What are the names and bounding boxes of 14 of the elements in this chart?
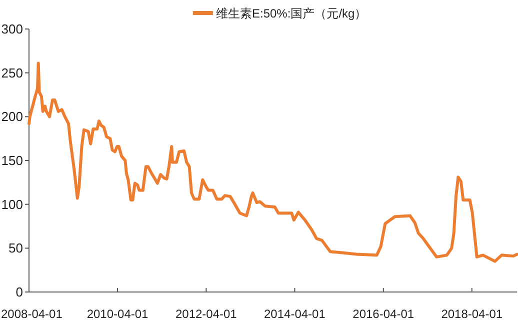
- ytick: 200: [1, 109, 23, 124]
- ytick: 300: [1, 22, 23, 36]
- ytick: 100: [1, 196, 23, 212]
- legend: 维生素E:50%:国产（元/kg）: [193, 6, 367, 20]
- ytick: 250: [1, 65, 23, 80]
- ytick: 50: [8, 240, 23, 256]
- xtick: 2016-04-01: [352, 307, 414, 321]
- xtick: 2008-04-01: [1, 307, 62, 321]
- xtick: 2018-04-01: [441, 307, 503, 321]
- ytick: 150: [1, 153, 23, 168]
- xtick: 2010-04-01: [86, 307, 148, 321]
- xtick: 2012-04-01: [175, 307, 237, 321]
- xtick: 2014-04-01: [264, 307, 326, 321]
- ytick: 0: [16, 284, 23, 300]
